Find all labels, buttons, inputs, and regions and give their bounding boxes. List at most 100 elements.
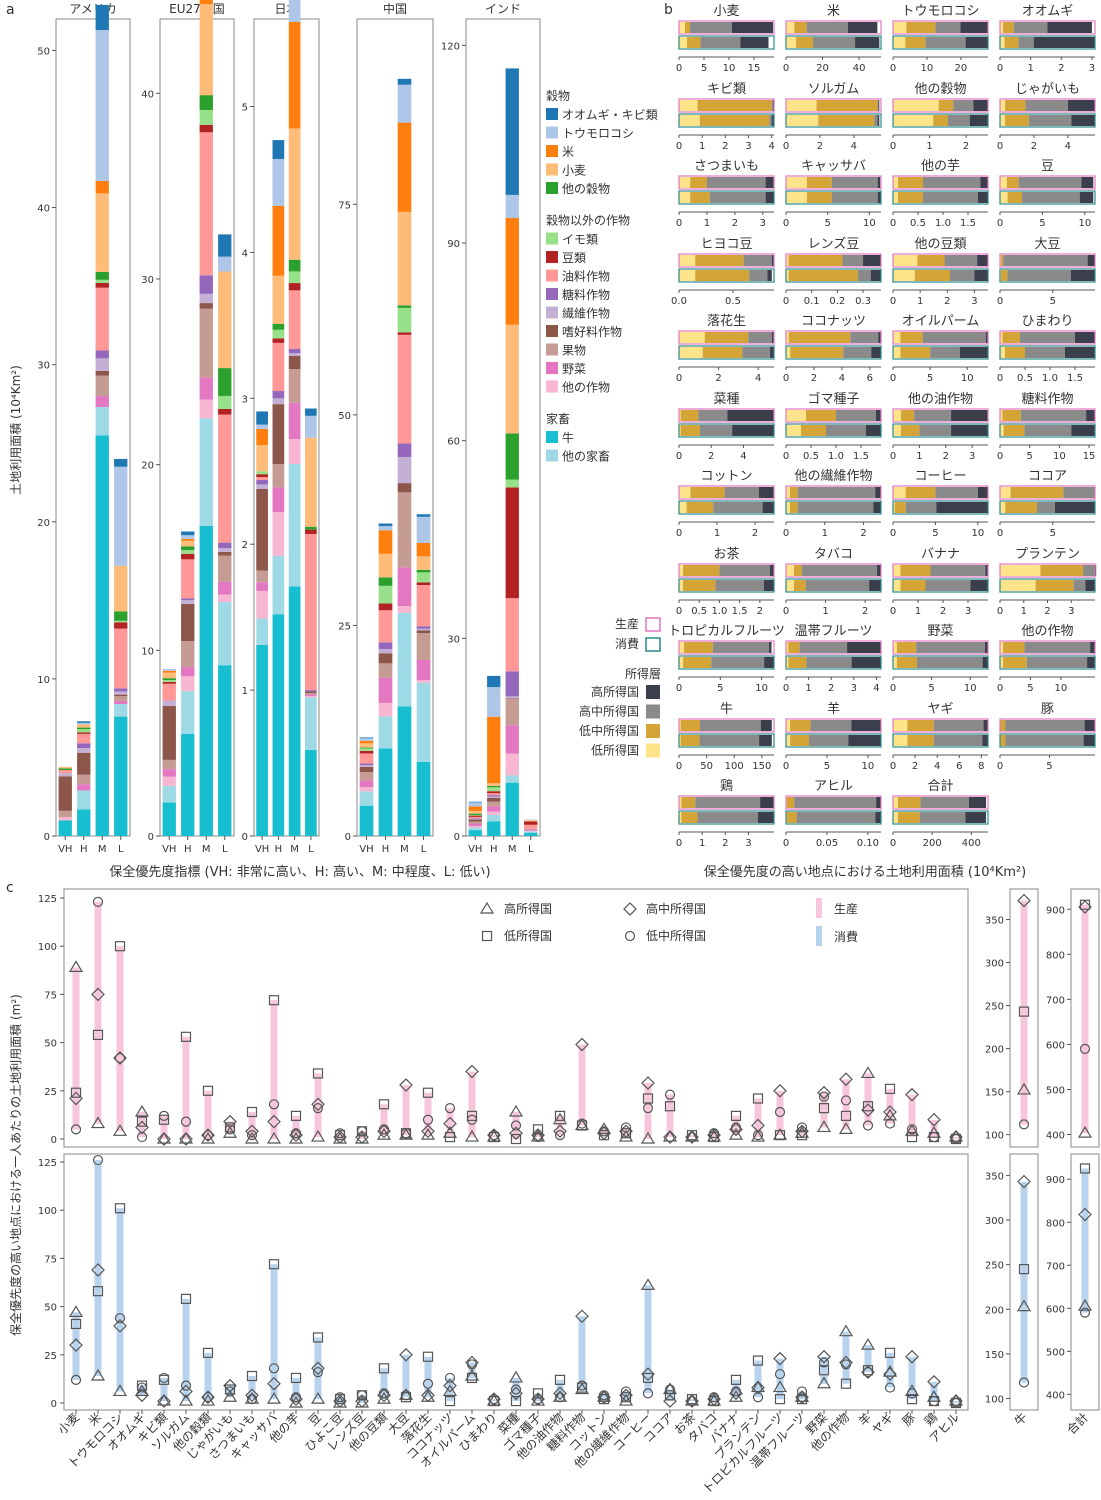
y-tick-label: 100 xyxy=(985,1395,1004,1406)
marker-lower-middle-income xyxy=(136,1382,148,1393)
x-tick-label: 4 xyxy=(873,683,879,694)
panel-frame xyxy=(356,18,434,837)
marker-lower-middle-income xyxy=(422,1114,434,1125)
small-multiple-title: ソルガム xyxy=(808,82,860,97)
bar-segment-income_lower_mid xyxy=(788,255,843,266)
consumption-frame xyxy=(678,345,775,360)
bar-segment-income_upper_mid xyxy=(947,115,970,126)
small-multiple: さつまいも 0 1 2 3 xyxy=(676,159,775,229)
marker-lower-middle-income xyxy=(686,1131,698,1143)
bar-segment-veg xyxy=(288,402,301,440)
x-tick-label: 3 xyxy=(760,218,766,229)
bar-segment-income_lower_mid xyxy=(806,410,836,421)
y-tick-label: 60 xyxy=(447,437,460,448)
bar-segment-fibre xyxy=(181,600,195,604)
bar-segment-income_high xyxy=(985,332,988,343)
bar-segment-income_high xyxy=(985,565,988,576)
bar-segment-income_lower_mid xyxy=(683,657,712,668)
marker-upper-middle-income xyxy=(443,1116,457,1131)
legend-a: 穀物オオムギ・キビ類トウモロコシ米小麦他の穀物穀物以外の作物イモ類豆類油料作物糖… xyxy=(546,89,658,464)
marker-low-income xyxy=(180,1293,192,1304)
marker-lower-middle-income xyxy=(862,1120,874,1131)
marker-lower-middle-income xyxy=(840,1359,852,1370)
range-bar xyxy=(776,1090,784,1136)
bar-segment-other_livestock xyxy=(505,775,519,783)
bar-segment-sugar xyxy=(77,743,91,749)
consumption-frame xyxy=(892,733,989,748)
bar-segment-wheat xyxy=(58,766,72,769)
marker-upper-middle-income xyxy=(91,987,105,1002)
small-multiple: トウモロコシ 0 10 20 xyxy=(890,4,989,74)
bar-segment-fruit xyxy=(359,771,374,781)
bar-segment-income_low xyxy=(1000,347,1005,358)
bar-segment-stimulants xyxy=(272,404,285,464)
bar-segment-income_upper_mid xyxy=(698,410,728,421)
production-frame xyxy=(678,20,775,35)
bar-segment-income_high xyxy=(875,812,881,823)
bar-segment-maize xyxy=(305,415,317,438)
range-bar xyxy=(600,1129,608,1136)
y-tick-label: 0 xyxy=(51,1135,57,1146)
bar-segment-tubers xyxy=(505,479,519,488)
bar-segment-stimulants xyxy=(77,752,91,775)
y-tick-label: 25 xyxy=(44,1351,57,1362)
bar-segment-oats_millet xyxy=(378,523,393,527)
marker-upper-middle-income xyxy=(553,1124,567,1139)
bar-segment-oats_millet xyxy=(272,140,285,160)
x-tick-label: L xyxy=(528,844,534,855)
bar-segment-income_low xyxy=(786,347,791,358)
marker-lower-middle-income xyxy=(488,1394,500,1405)
y-tick-label: 400 xyxy=(1046,1390,1065,1401)
marker-lower-middle-income xyxy=(444,1103,456,1114)
bar-segment-other_grain xyxy=(272,323,285,330)
bar-segment-income_lower_mid xyxy=(898,177,923,188)
x-tick-label: 2 xyxy=(817,141,823,152)
bar-segment-fibre xyxy=(114,691,128,695)
consumption-frame xyxy=(999,268,1096,283)
bar-segment-stimulants xyxy=(58,776,72,811)
x-tick-label: 2 xyxy=(722,838,728,849)
legend-income-swatch-income_low xyxy=(646,743,660,758)
bar-segment-income_high xyxy=(759,735,772,746)
marker-lower-middle-income xyxy=(268,1363,280,1374)
bar-segment-income_low xyxy=(679,642,684,653)
bar-segment-income_low xyxy=(679,270,696,281)
country-title: アメリカ xyxy=(69,2,116,16)
bar-segment-income_lower_mid xyxy=(1001,255,1004,266)
bar-segment-income_high xyxy=(969,797,987,808)
bar-segment-income_low xyxy=(893,735,908,746)
bar-segment-income_low xyxy=(786,657,789,668)
consumption-frame xyxy=(678,35,775,50)
marker-upper-middle-income xyxy=(267,1114,281,1129)
bar-segment-tubers xyxy=(272,329,285,339)
bar-segment-income_high xyxy=(959,347,988,358)
bar-segment-income_upper_mid xyxy=(933,720,984,731)
bar-segment-other_grain xyxy=(487,785,501,788)
bar-segment-income_upper_mid xyxy=(1003,255,1088,266)
range-bar xyxy=(732,1115,740,1136)
bar-segment-income_lower_mid xyxy=(793,565,802,576)
x-tick-label: 2 xyxy=(912,761,918,772)
bar-segment-wheat xyxy=(524,820,538,822)
small-multiple: タバコ 0 1 2 xyxy=(783,547,882,617)
marker-lower-middle-income xyxy=(202,1392,214,1403)
bar-segment-income_upper_mid xyxy=(930,565,986,576)
marker-upper-middle-income xyxy=(817,1085,831,1100)
y-tick-label: 0 xyxy=(148,832,154,843)
range-bar xyxy=(798,1127,806,1136)
bar-segment-income_upper_mid xyxy=(922,332,986,343)
bar-segment-income_lower_mid xyxy=(690,487,725,498)
x-tick-label: 0 xyxy=(890,296,896,307)
bar-segment-income_lower_mid xyxy=(686,502,714,513)
panel-b-label: b xyxy=(664,2,673,18)
consumption-frame xyxy=(785,345,882,360)
x-tick-label: 0 xyxy=(783,528,789,539)
small-multiple-title: タバコ xyxy=(814,547,853,562)
marker-lower-middle-income xyxy=(312,1367,324,1378)
range-bar xyxy=(908,1356,916,1400)
bar-segment-tubers xyxy=(359,748,374,751)
y-tick-label: 2 xyxy=(242,540,248,551)
marker-high-income xyxy=(860,1337,876,1350)
production-frame xyxy=(999,485,1096,500)
x-tick-label: 2 xyxy=(860,528,866,539)
